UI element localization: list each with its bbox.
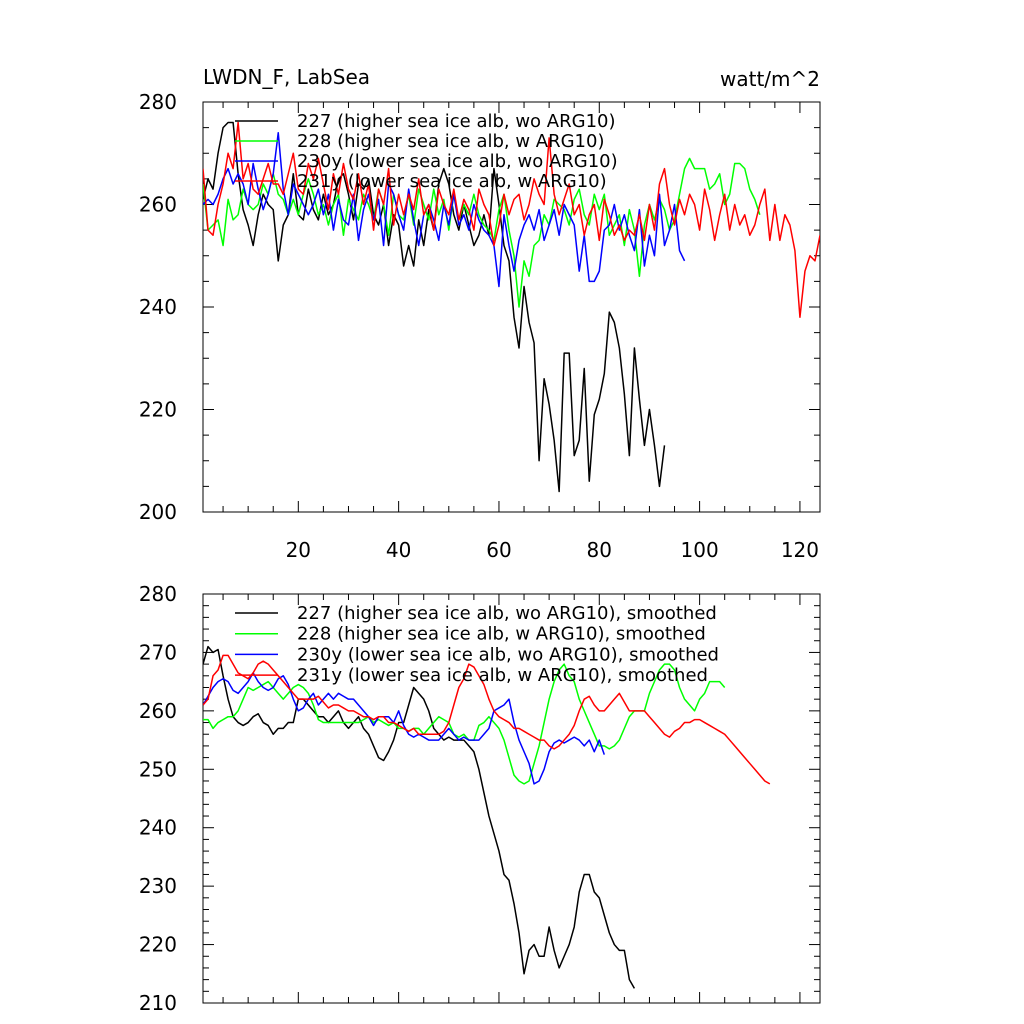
legend-label-3: 231y (lower sea ice alb, w ARG10) — [297, 171, 607, 192]
y-tick-label: 250 — [139, 757, 177, 781]
legend-label-3: 231y (lower sea ice alb, w ARG10), smoot… — [297, 665, 708, 686]
top-panel: 200 220 240 260 280 20 40 60 80 100 120 227 (higher… — [139, 90, 821, 562]
y-tick-label: 280 — [139, 90, 177, 114]
y-tick-label: 270 — [139, 640, 177, 664]
legend-label-2: 230y (lower sea ice alb, wo ARG10), smoo… — [297, 644, 719, 665]
bottom-panel: 210 220 230 240 250 260 270 280 227 (higher sea … — [139, 582, 821, 1015]
legend-label-0: 227 (higher sea ice alb, wo ARG10), smoo… — [297, 603, 717, 624]
y-tick-label: 210 — [139, 991, 177, 1015]
x-tick-label: 120 — [781, 538, 819, 562]
legend-label-0: 227 (higher sea ice alb, wo ARG10) — [297, 111, 616, 132]
legend-label-1: 228 (higher sea ice alb, w ARG10), smoot… — [297, 624, 706, 645]
legend: 227 (higher sea ice alb, wo ARG10)228 (h… — [235, 111, 618, 192]
series-line-1 — [203, 157, 761, 308]
plot-frame — [202, 593, 821, 1004]
x-tick-label: 100 — [681, 538, 719, 562]
x-tick-label: 80 — [587, 538, 612, 562]
y-tick-label: 220 — [139, 933, 177, 957]
series-line-3 — [203, 121, 820, 318]
y-tick-label: 260 — [139, 699, 177, 723]
legend-label-1: 228 (higher sea ice alb, w ARG10) — [297, 131, 604, 152]
y-tick-label: 220 — [139, 398, 177, 422]
chart-units: watt/m^2 — [720, 67, 820, 91]
series-line-2 — [203, 672, 606, 785]
series-line-0 — [203, 645, 636, 989]
chart-title: LWDN_F, LabSea — [203, 65, 370, 89]
y-tick-label: 240 — [139, 295, 177, 319]
legend-label-2: 230y (lower sea ice alb, wo ARG10) — [297, 151, 618, 172]
y-tick-label: 200 — [139, 500, 177, 524]
y-tick-label: 280 — [139, 582, 177, 606]
x-tick-label: 60 — [486, 538, 511, 562]
y-tick-label: 240 — [139, 816, 177, 840]
series-line-3 — [203, 654, 771, 785]
x-tick-label: 20 — [286, 538, 311, 562]
x-tick-label: 40 — [386, 538, 411, 562]
y-tick-label: 260 — [139, 193, 177, 217]
y-tick-label: 230 — [139, 874, 177, 898]
legend: 227 (higher sea ice alb, wo ARG10), smoo… — [235, 603, 719, 686]
